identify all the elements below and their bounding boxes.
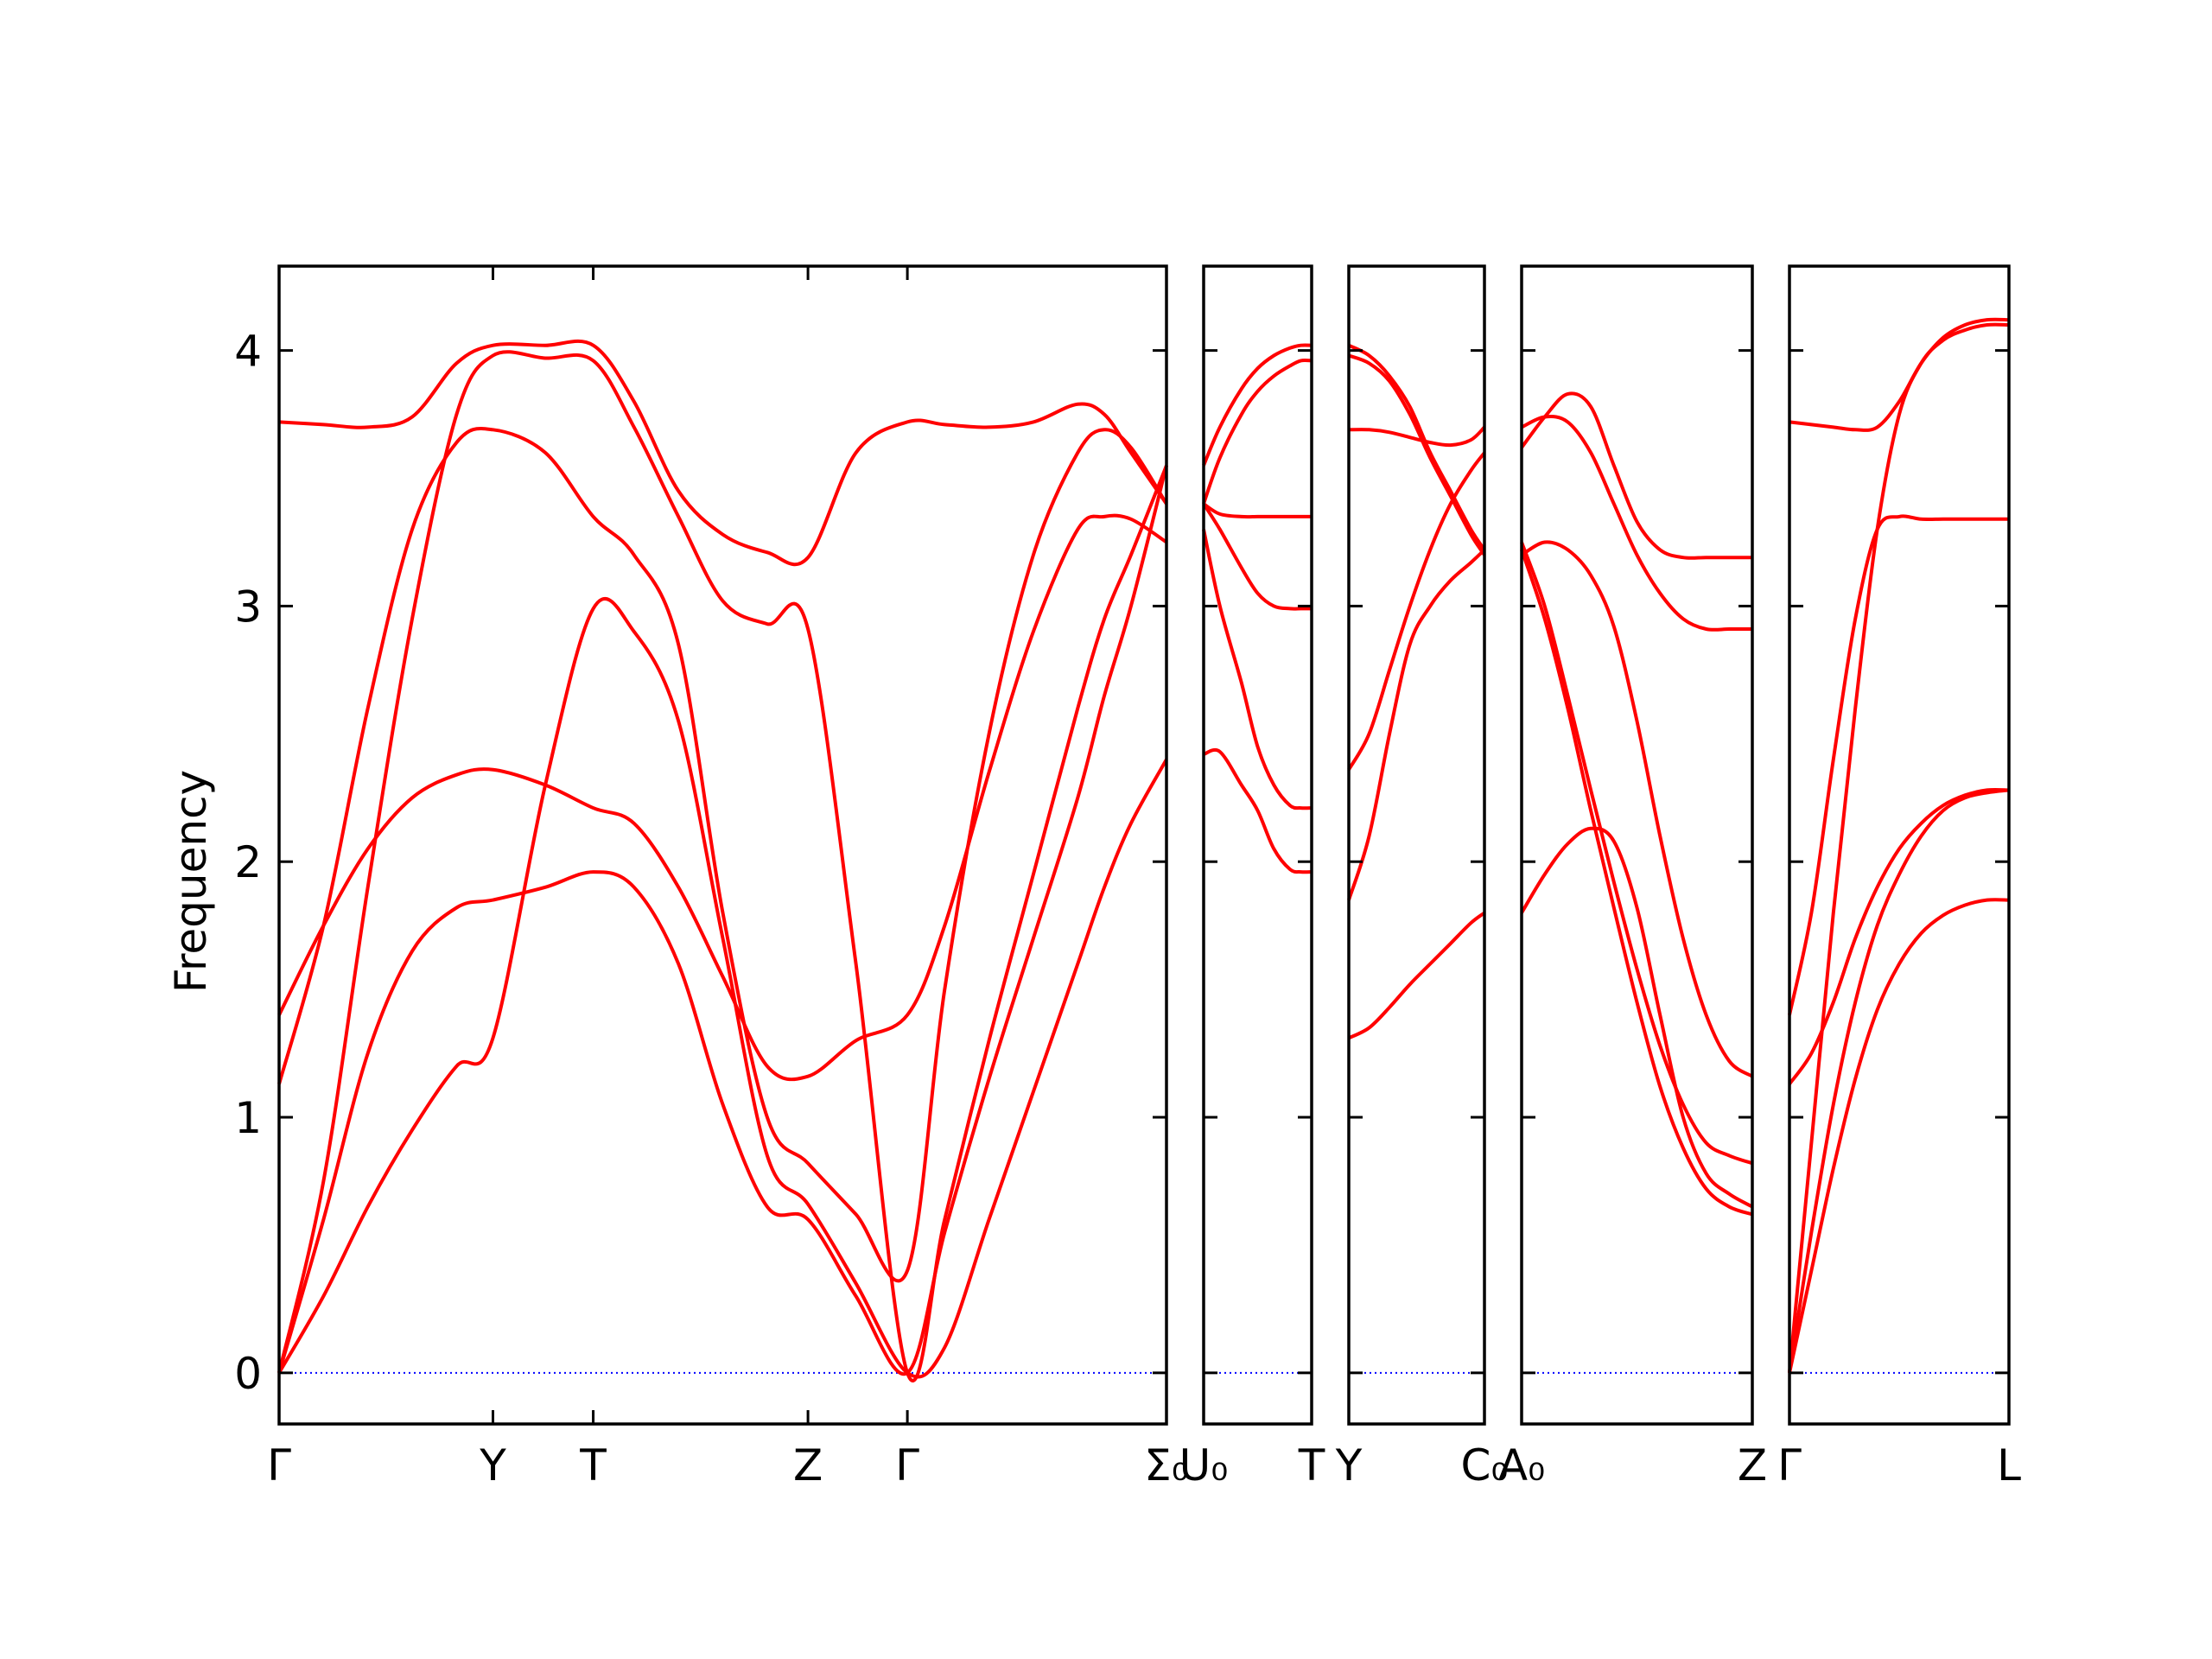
band-line-2 bbox=[1348, 353, 1486, 556]
panel-3: Y C₀ bbox=[1335, 264, 1509, 1491]
band-line-6 bbox=[1788, 898, 2010, 1374]
x-tick-label: Γ bbox=[895, 1440, 919, 1491]
band-line-3 bbox=[277, 427, 1168, 1283]
band-line-1 bbox=[1348, 343, 1486, 551]
band-line-1 bbox=[1520, 391, 1752, 560]
band-line-3 bbox=[1520, 540, 1754, 1078]
band-line-4 bbox=[1520, 541, 1753, 1166]
panel-frame bbox=[1202, 264, 1313, 1426]
band-line-5 bbox=[1202, 529, 1313, 810]
panel-frame bbox=[1520, 264, 1754, 1426]
band-line-5 bbox=[1788, 788, 2010, 1374]
panel-1: Γ Y T Z Γ Σ₀ bbox=[267, 264, 1189, 1491]
band-line-5 bbox=[277, 465, 1168, 1376]
band-line-3 bbox=[1348, 425, 1486, 448]
band-line-6 bbox=[1520, 826, 1753, 1209]
x-tick-label: Γ bbox=[1777, 1440, 1802, 1491]
band-line-6 bbox=[1203, 747, 1313, 874]
panel-frame bbox=[1788, 264, 2011, 1426]
band-line-1 bbox=[1789, 317, 2010, 432]
band-line-4 bbox=[277, 513, 1168, 1082]
panel-4: A₀ Z bbox=[1498, 264, 1767, 1491]
band-line-3 bbox=[1202, 502, 1312, 519]
panel-2: U₀ T bbox=[1179, 264, 1325, 1491]
band-line-4 bbox=[1347, 451, 1486, 771]
y-axis-label: Frequency bbox=[166, 770, 216, 993]
panel-frame bbox=[277, 264, 1168, 1426]
x-tick-label: Γ bbox=[267, 1440, 291, 1491]
y-tick-label: 2 bbox=[234, 837, 262, 887]
band-line-3 bbox=[1788, 514, 2009, 1016]
y-tick-label: 0 bbox=[234, 1349, 262, 1399]
x-tick-label: T bbox=[1298, 1440, 1325, 1491]
band-line-2 bbox=[277, 350, 1168, 1382]
band-line-1 bbox=[1202, 343, 1313, 467]
x-tick-label: Y bbox=[1335, 1440, 1363, 1491]
band-line-4 bbox=[1202, 503, 1312, 611]
band-line-2 bbox=[1521, 415, 1753, 632]
band-line-2 bbox=[1788, 322, 2010, 1373]
y-tick-label: 1 bbox=[234, 1093, 262, 1143]
x-tick-label: A₀ bbox=[1498, 1440, 1545, 1491]
x-tick-label: C₀ bbox=[1461, 1440, 1509, 1491]
x-tick-label: Y bbox=[479, 1440, 506, 1491]
band-line-6 bbox=[277, 597, 1168, 1379]
band-line-6 bbox=[1348, 911, 1486, 1040]
band-line-4 bbox=[1788, 787, 2010, 1085]
band-line-5 bbox=[1520, 549, 1753, 1217]
band-line-1 bbox=[278, 339, 1168, 567]
x-tick-label: U₀ bbox=[1179, 1440, 1229, 1491]
band-line-5 bbox=[1347, 548, 1486, 901]
x-tick-label: Z bbox=[1738, 1440, 1767, 1491]
x-tick-label: Σ₀ bbox=[1144, 1440, 1189, 1491]
y-tick-label: 4 bbox=[234, 327, 262, 377]
band-line-2 bbox=[1202, 359, 1313, 505]
x-tick-label: T bbox=[579, 1440, 607, 1491]
x-tick-label: L bbox=[1997, 1440, 2021, 1491]
panel-frame bbox=[1347, 264, 1486, 1426]
y-tick-label: 3 bbox=[234, 582, 262, 632]
x-tick-label: Z bbox=[793, 1440, 823, 1491]
